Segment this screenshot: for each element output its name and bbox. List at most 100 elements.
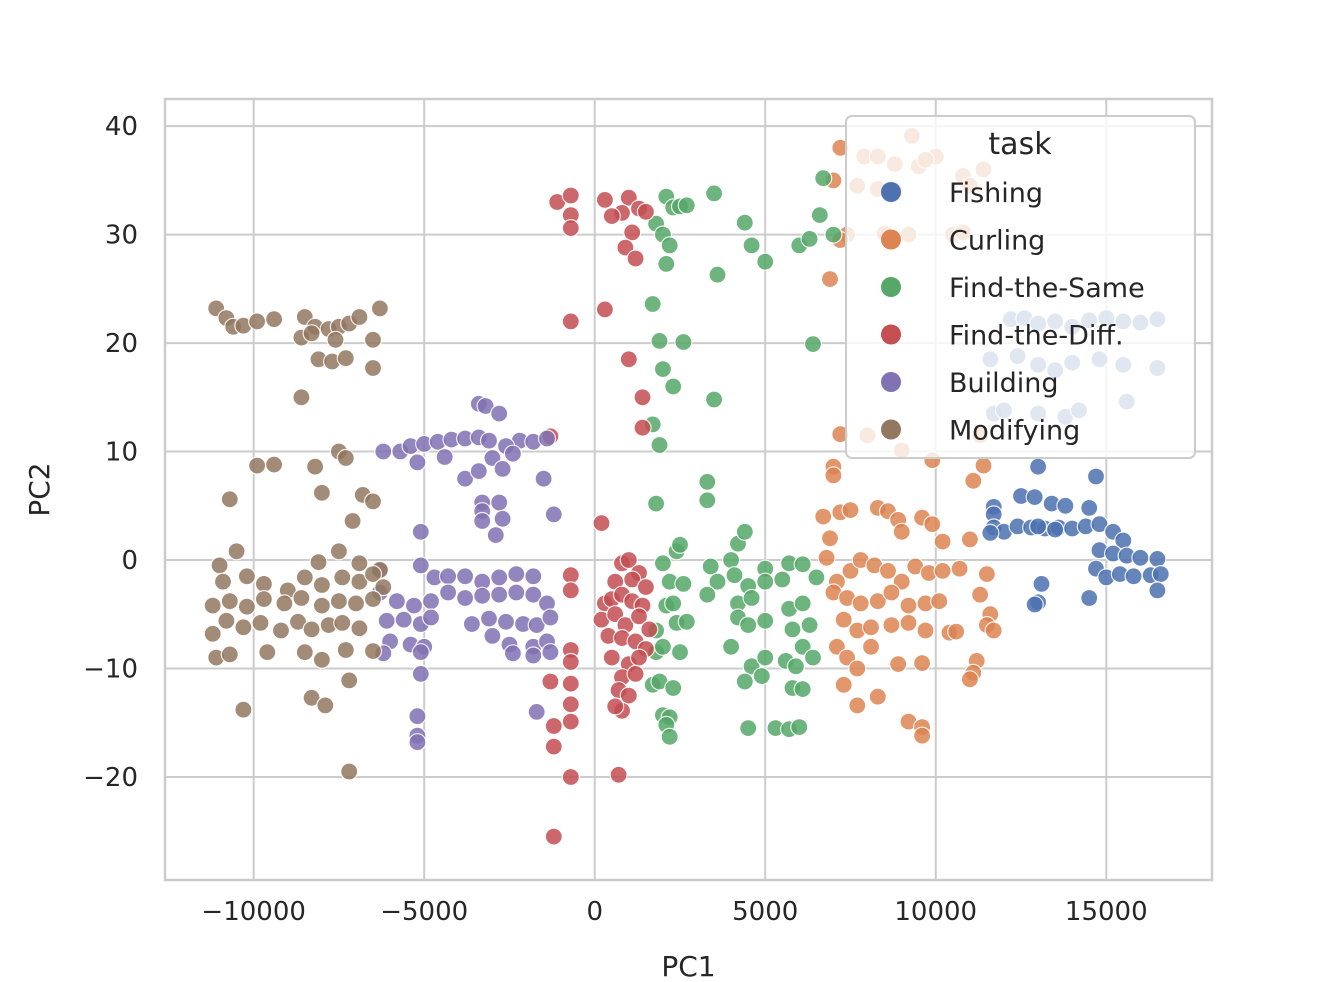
data-point <box>868 687 887 706</box>
data-point <box>633 418 652 437</box>
data-point <box>626 664 645 684</box>
data-point <box>312 596 331 615</box>
data-point <box>561 186 580 205</box>
data-point <box>524 585 543 604</box>
data-point <box>329 592 348 611</box>
data-point <box>254 574 273 594</box>
data-point <box>203 624 222 643</box>
data-point <box>735 672 754 691</box>
data-point <box>790 717 809 737</box>
data-point <box>469 462 488 481</box>
legend-label: Find-the-Diff. <box>949 321 1124 352</box>
legend-items: Fishing Curling Find-the-Same Find-the-Diff… <box>881 178 1145 447</box>
data-point <box>479 609 499 628</box>
data-point <box>977 564 997 584</box>
legend-marker <box>881 324 901 345</box>
data-point <box>248 312 267 331</box>
x-axis-label: PC1 <box>661 950 715 982</box>
data-point <box>561 712 580 731</box>
data-point <box>721 637 741 656</box>
data-point <box>848 659 867 678</box>
data-point <box>974 456 993 475</box>
legend-label: Curling <box>949 226 1045 257</box>
data-point <box>507 583 526 602</box>
data-point <box>1028 457 1048 476</box>
data-point <box>807 568 826 587</box>
data-point <box>493 509 512 528</box>
series-building <box>370 394 563 752</box>
data-point <box>674 332 693 352</box>
data-point <box>350 554 369 573</box>
data-point <box>561 581 580 600</box>
data-point <box>810 206 829 225</box>
x-tick-label: 5000 <box>732 897 798 927</box>
data-point <box>217 611 236 630</box>
data-point <box>674 574 693 594</box>
data-point <box>933 561 952 581</box>
data-point <box>234 618 253 637</box>
legend: task Fishing Curling Find-the-Same Find-the… <box>845 115 1196 459</box>
data-point <box>1045 520 1065 539</box>
data-point <box>343 511 362 531</box>
data-point <box>496 612 516 631</box>
y-tick-labels: −20 −10 0 10 20 30 40 <box>83 112 138 793</box>
y-tick-label: 20 <box>105 329 138 359</box>
data-point <box>524 567 543 586</box>
data-point <box>834 675 853 694</box>
data-point <box>1025 595 1044 614</box>
data-point <box>960 530 980 549</box>
data-point <box>1025 488 1044 507</box>
data-point <box>629 607 649 626</box>
data-point <box>490 585 509 604</box>
data-point <box>363 492 383 511</box>
series-find-the-same <box>643 169 843 746</box>
data-point <box>970 585 990 604</box>
data-point <box>1148 581 1167 600</box>
data-point <box>333 613 352 633</box>
data-point <box>374 442 393 461</box>
data-point <box>1032 574 1051 594</box>
legend-item: Building <box>881 368 1059 399</box>
data-point <box>636 577 656 597</box>
data-point <box>650 435 669 455</box>
data-point <box>981 523 1000 543</box>
data-point <box>561 312 580 331</box>
data-point <box>793 679 812 699</box>
data-point <box>623 223 642 242</box>
series-find-the-diff <box>541 186 659 846</box>
data-point <box>486 525 505 545</box>
data-point <box>326 330 345 349</box>
data-point <box>640 620 659 639</box>
data-point <box>490 404 509 423</box>
data-point <box>220 592 239 611</box>
data-point <box>947 622 966 641</box>
data-point <box>220 645 239 664</box>
legend-marker <box>881 182 901 202</box>
data-point <box>650 331 669 350</box>
data-point <box>609 765 628 784</box>
data-point <box>824 225 843 244</box>
data-point <box>756 572 775 591</box>
data-point <box>964 471 983 490</box>
data-point <box>251 613 270 633</box>
data-point <box>646 494 666 513</box>
data-point <box>742 588 761 608</box>
data-point <box>960 670 980 689</box>
data-point <box>783 620 802 639</box>
data-point <box>868 592 887 611</box>
data-point <box>793 594 812 613</box>
data-point <box>350 619 369 638</box>
data-point <box>295 643 314 662</box>
data-point <box>456 588 475 608</box>
data-point <box>210 556 229 575</box>
data-point <box>752 666 771 686</box>
data-point <box>213 572 233 591</box>
data-point <box>636 202 656 221</box>
data-point <box>411 643 430 662</box>
data-point <box>660 236 679 255</box>
y-tick-label: −20 <box>83 763 138 793</box>
data-points <box>203 126 1170 846</box>
data-point <box>203 596 222 615</box>
legend-marker <box>881 372 901 392</box>
